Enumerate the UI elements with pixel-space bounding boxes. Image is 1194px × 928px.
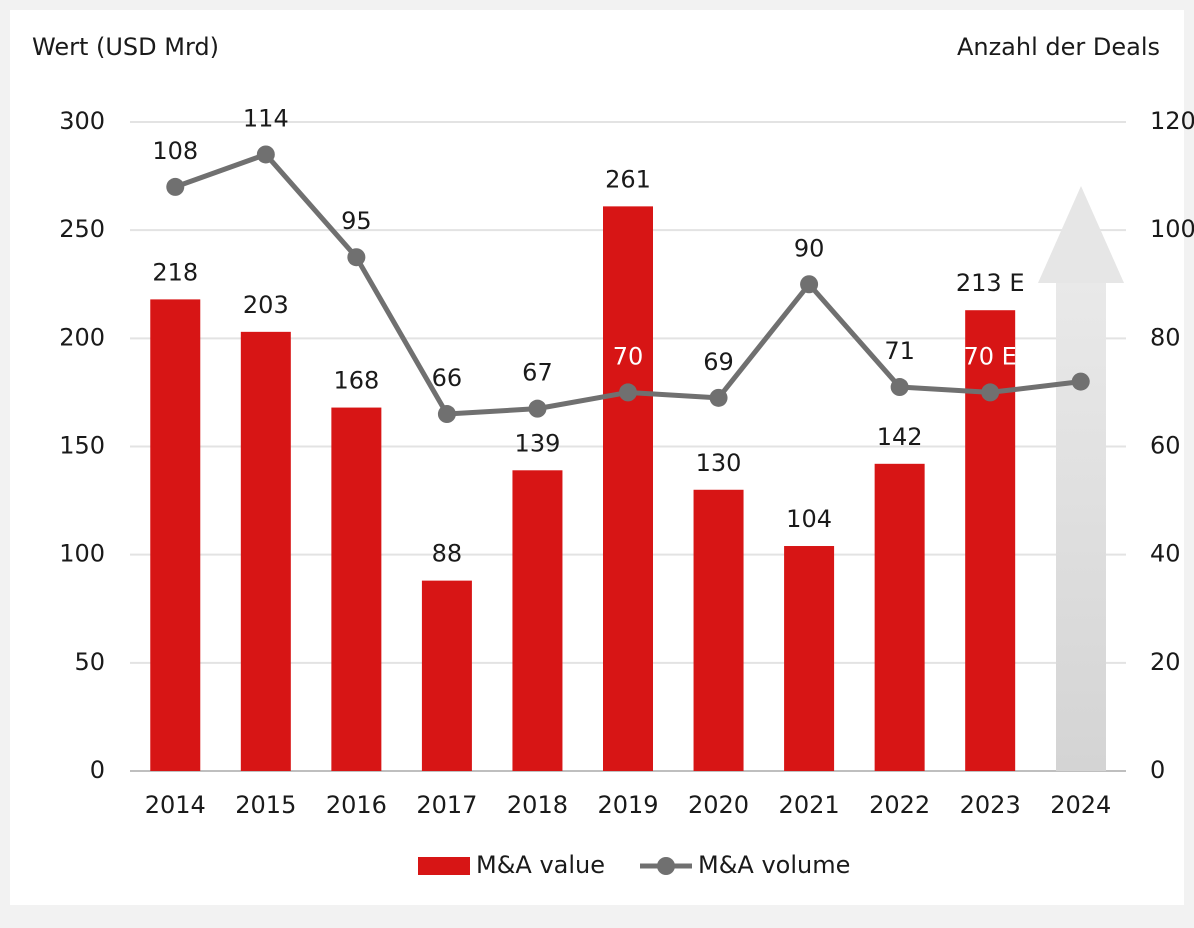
line-value-label: 66 <box>432 364 463 392</box>
bar <box>421 580 472 771</box>
x-tick-label: 2018 <box>507 791 568 819</box>
y-tick-label: 50 <box>74 648 105 676</box>
bar-value-label: 142 <box>877 423 923 451</box>
bar <box>150 299 201 771</box>
y2-tick-label: 60 <box>1150 432 1181 460</box>
legend-swatch <box>418 857 470 875</box>
point <box>890 378 909 397</box>
bar <box>784 546 835 771</box>
y2-tick-label: 40 <box>1150 540 1181 568</box>
bar <box>693 489 744 771</box>
bar <box>512 470 563 771</box>
point <box>437 405 456 424</box>
line-value-label: 90 <box>794 234 825 262</box>
line-value-label: 69 <box>703 348 734 376</box>
point <box>981 383 1000 402</box>
bar <box>603 206 653 771</box>
x-tick-label: 2023 <box>960 791 1021 819</box>
arrow-head <box>1038 186 1124 283</box>
x-tick-label: 2024 <box>1050 791 1111 819</box>
legend-label: M&A volume <box>698 851 850 879</box>
bar-value-label: 130 <box>696 449 742 477</box>
x-tick-label: 2016 <box>326 791 387 819</box>
line-value-label: 70 <box>613 342 644 370</box>
forecast-arrow <box>1038 186 1124 771</box>
x-tick-label: 2014 <box>145 791 206 819</box>
point <box>166 177 185 196</box>
bar <box>240 331 291 771</box>
x-tick-label: 2021 <box>779 791 840 819</box>
point <box>347 248 366 267</box>
x-tick-label: 2020 <box>688 791 749 819</box>
x-tick-label: 2019 <box>597 791 658 819</box>
bar-value-label: 88 <box>432 540 463 568</box>
y-axis-title: Wert (USD Mrd) <box>32 33 219 61</box>
y2-tick-label: 0 <box>1150 756 1165 784</box>
line-value-label: 67 <box>522 359 553 387</box>
bar <box>965 310 1016 771</box>
y-tick-label: 150 <box>59 432 105 460</box>
bar-value-label: 203 <box>243 291 289 319</box>
y2-tick-label: 80 <box>1150 323 1181 351</box>
legend-swatch-marker <box>657 857 675 875</box>
line-value-label: 114 <box>243 104 289 132</box>
bar-value-label: 213 E <box>956 269 1025 297</box>
point <box>528 399 547 418</box>
line-value-label: 108 <box>152 137 198 165</box>
x-tick-label: 2022 <box>869 791 930 819</box>
line-value-label: 95 <box>341 207 372 235</box>
bar-value-label: 218 <box>152 258 198 286</box>
point <box>1071 372 1090 391</box>
point <box>619 383 637 402</box>
y2-tick-label: 100 <box>1150 215 1194 243</box>
line-value-label: 70 E <box>964 342 1017 370</box>
bar-value-label: 139 <box>515 429 561 457</box>
y-tick-label: 300 <box>59 107 105 135</box>
y-tick-label: 200 <box>59 323 105 351</box>
line-value-label: 71 <box>884 337 915 365</box>
y-tick-label: 100 <box>59 540 105 568</box>
bar-value-label: 104 <box>786 505 832 533</box>
bar-value-label: 261 <box>605 165 651 193</box>
arrow-shaft <box>1056 283 1106 771</box>
y2-tick-label: 120 <box>1150 107 1194 135</box>
bar <box>331 407 382 771</box>
point <box>800 275 819 294</box>
legend-label: M&A value <box>476 851 605 879</box>
point <box>256 145 275 164</box>
y-tick-label: 0 <box>90 756 105 784</box>
y2-axis-title: Anzahl der Deals <box>957 33 1160 61</box>
x-tick-label: 2017 <box>416 791 477 819</box>
point <box>709 388 728 407</box>
x-tick-label: 2015 <box>235 791 296 819</box>
bar-value-label: 168 <box>333 367 379 395</box>
y2-tick-label: 20 <box>1150 648 1181 676</box>
y-tick-label: 250 <box>59 215 105 243</box>
bar <box>874 463 925 771</box>
